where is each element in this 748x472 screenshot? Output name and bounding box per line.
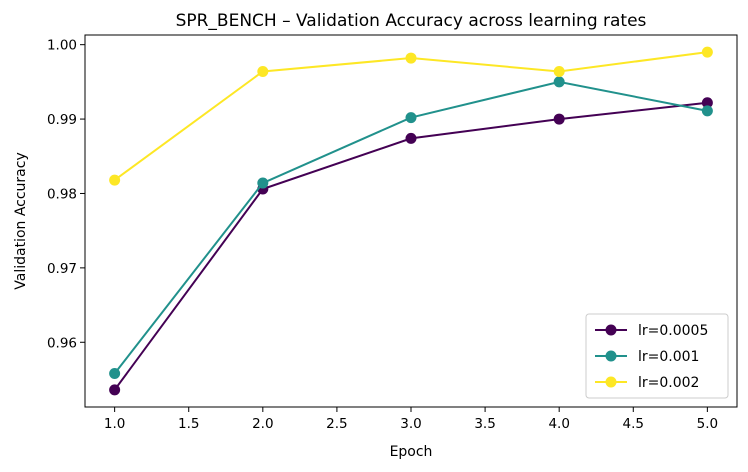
axis-ticks: 1.0 1.5 2.0 2.5 3.0 3.5 4.0 4.5 5.0 0.96 0.97 0.98 0… xyxy=(47,38,718,432)
legend-item: lr=0.0005 xyxy=(595,323,708,339)
chart-title: SPR_BENCH – Validation Accuracy across l… xyxy=(176,11,647,31)
data-point xyxy=(553,76,565,88)
legend-box xyxy=(585,313,729,399)
data-point xyxy=(701,97,713,109)
x-tick-label: 3.0 xyxy=(400,416,421,432)
legend-swatch-marker xyxy=(605,324,617,336)
legend-item: lr=0.001 xyxy=(595,349,699,365)
y-tick-label: 0.99 xyxy=(47,112,77,128)
y-tick-label: 1.00 xyxy=(47,38,77,54)
data-point xyxy=(109,368,121,380)
series-2 xyxy=(109,46,713,186)
x-tick-label: 2.0 xyxy=(252,416,273,432)
plot-frame xyxy=(84,34,738,408)
y-tick-label: 0.98 xyxy=(47,186,77,202)
data-point xyxy=(405,112,417,124)
data-point xyxy=(109,174,121,186)
x-tick-label: 2.5 xyxy=(326,416,347,432)
data-point xyxy=(109,384,121,396)
data-point xyxy=(257,177,269,189)
x-axis-label: Epoch xyxy=(390,444,433,460)
x-tick-label: 5.0 xyxy=(697,416,718,432)
data-point xyxy=(553,65,565,77)
x-tick-label: 4.0 xyxy=(548,416,569,432)
data-point xyxy=(405,132,417,144)
x-tick-label: 3.5 xyxy=(474,416,495,432)
legend-label: lr=0.001 xyxy=(638,349,699,365)
series-1 xyxy=(109,76,713,380)
y-tick-label: 0.96 xyxy=(47,335,77,351)
x-tick-label: 1.0 xyxy=(104,416,125,432)
data-point xyxy=(405,52,417,64)
y-tick-label: 0.97 xyxy=(47,261,77,277)
legend-swatch-marker xyxy=(605,350,617,362)
x-tick-label: 4.5 xyxy=(623,416,644,432)
y-axis-label: Validation Accuracy xyxy=(13,152,29,290)
data-point xyxy=(701,105,713,117)
legend: lr=0.0005 lr=0.001 lr=0.002 xyxy=(585,313,729,399)
legend-swatch-marker xyxy=(605,376,617,388)
legend-label: lr=0.0005 xyxy=(638,323,708,339)
data-point xyxy=(257,65,269,77)
legend-label: lr=0.002 xyxy=(638,375,699,391)
data-point xyxy=(701,46,713,58)
legend-item: lr=0.002 xyxy=(595,375,699,391)
x-tick-label: 1.5 xyxy=(178,416,199,432)
series-group xyxy=(109,46,713,396)
data-point xyxy=(553,113,565,125)
